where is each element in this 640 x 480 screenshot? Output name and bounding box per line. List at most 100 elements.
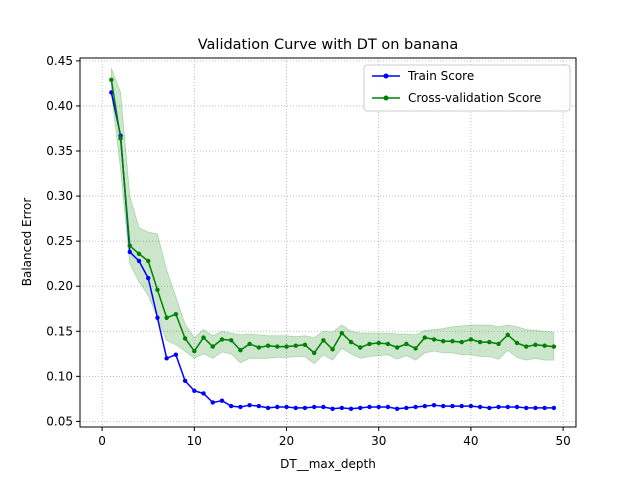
data-point-1	[201, 335, 206, 340]
data-point-0	[311, 404, 317, 410]
data-point-0	[376, 404, 381, 410]
data-point-1	[514, 340, 520, 346]
data-point-0	[358, 405, 363, 411]
data-point-1	[404, 341, 409, 347]
y-tick-label: 0.20	[46, 279, 73, 293]
data-point-1	[311, 350, 317, 356]
data-point-1	[247, 341, 252, 347]
y-tick-label: 0.30	[46, 189, 73, 203]
data-point-0	[275, 404, 280, 410]
data-point-1	[431, 337, 437, 342]
data-point-0	[542, 405, 547, 411]
data-point-1	[275, 344, 280, 349]
series-lines	[109, 77, 557, 411]
data-point-1	[450, 338, 455, 344]
data-point-1	[422, 335, 428, 340]
x-tick-label: 50	[555, 434, 570, 448]
data-point-1	[394, 345, 400, 350]
data-point-1	[533, 342, 538, 347]
data-point-1	[173, 311, 179, 317]
data-point-0	[256, 403, 262, 409]
data-point-0	[164, 356, 169, 361]
data-point-1	[146, 258, 151, 264]
data-point-0	[321, 404, 326, 410]
data-point-1	[293, 343, 298, 348]
data-point-1	[358, 345, 363, 350]
data-point-1	[155, 287, 160, 293]
x-tick-label: 30	[371, 434, 386, 448]
plot-frame	[79, 57, 577, 428]
data-point-0	[487, 405, 492, 411]
data-point-0	[173, 352, 179, 357]
y-tick-label: 0.15	[46, 324, 73, 338]
data-point-0	[155, 315, 160, 320]
data-point-0	[127, 249, 132, 255]
data-point-0	[514, 404, 520, 410]
data-point-1	[256, 345, 262, 350]
data-point-1	[385, 341, 391, 347]
data-point-1	[551, 344, 557, 349]
legend: Train Score Cross-validation Score	[363, 64, 571, 112]
data-point-0	[293, 405, 298, 411]
x-axis-label: DT__max_depth	[280, 457, 376, 471]
data-point-1	[348, 339, 354, 345]
data-point-0	[413, 404, 418, 410]
x-tick-label: 0	[98, 434, 106, 448]
axis-ticks: 0 10 20 30 40 50 0.05 0.10 0.15 0.20 0.25 0.30 0.35 0…	[46, 54, 570, 448]
data-point-1	[468, 337, 474, 342]
data-point-0	[385, 404, 391, 410]
data-point-0	[182, 378, 188, 384]
data-point-0	[136, 258, 142, 264]
data-point-1	[265, 343, 271, 348]
data-point-0	[146, 275, 151, 281]
data-point-0	[210, 400, 215, 405]
x-tick-label: 20	[279, 434, 294, 448]
data-point-1	[219, 337, 225, 342]
data-point-1	[182, 336, 188, 341]
data-point-1	[505, 332, 510, 338]
data-point-0	[228, 403, 234, 409]
data-point-1	[164, 315, 169, 320]
data-point-0	[496, 404, 501, 410]
data-point-1	[284, 344, 289, 349]
data-point-0	[367, 404, 372, 410]
y-tick-label: 0.40	[46, 99, 73, 113]
data-point-0	[201, 391, 206, 396]
data-point-1	[302, 342, 308, 347]
x-tick-label: 10	[187, 434, 202, 448]
data-point-1	[127, 243, 132, 248]
data-point-1	[118, 136, 123, 141]
y-tick-label: 0.05	[46, 414, 73, 428]
data-point-1	[210, 344, 215, 349]
data-point-0	[450, 403, 455, 409]
data-point-0	[238, 404, 243, 410]
data-point-1	[330, 347, 335, 352]
data-point-1	[238, 348, 243, 353]
data-point-0	[330, 406, 335, 411]
data-point-1	[321, 338, 326, 343]
data-point-1	[441, 338, 446, 344]
data-point-0	[339, 405, 345, 411]
legend-marker-cv	[383, 95, 389, 101]
data-point-0	[533, 405, 538, 411]
data-point-0	[524, 405, 529, 411]
data-point-0	[219, 398, 225, 403]
data-point-0	[459, 403, 464, 409]
data-point-1	[228, 338, 234, 343]
data-point-0	[247, 402, 252, 408]
series-line-0	[110, 92, 554, 410]
legend-marker-train	[383, 73, 389, 79]
data-point-0	[477, 404, 483, 410]
data-point-1	[542, 343, 547, 348]
data-point-0	[284, 404, 289, 410]
legend-box	[363, 64, 571, 112]
data-point-1	[192, 348, 197, 354]
data-point-1	[339, 330, 345, 336]
data-point-0	[441, 403, 446, 409]
data-point-0	[302, 405, 308, 411]
data-point-1	[376, 340, 381, 346]
data-point-1	[413, 346, 418, 351]
y-axis-label: Balanced Error	[20, 198, 34, 287]
data-point-1	[136, 251, 142, 256]
